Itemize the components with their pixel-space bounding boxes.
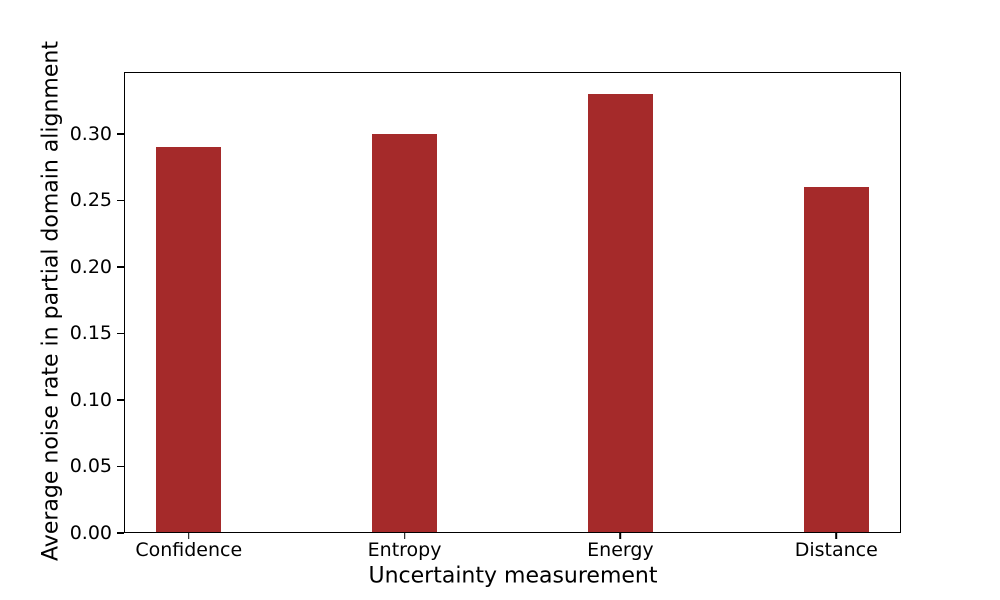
y-tick-mark <box>117 133 124 135</box>
x-tick-label: Distance <box>794 539 878 561</box>
y-tick-label: 0.20 <box>69 255 112 278</box>
y-tick-mark <box>117 266 124 268</box>
bar-distance <box>803 187 869 533</box>
x-axis-label: Uncertainty measurement <box>368 563 658 589</box>
plot-area <box>124 72 901 533</box>
x-tick-mark <box>403 533 406 539</box>
y-tick-label: 0.15 <box>69 322 112 345</box>
x-tick-mark <box>835 533 838 539</box>
x-tick-label: Energy <box>587 539 654 561</box>
x-tick-label: Confidence <box>135 539 243 561</box>
y-tick-label: 0.30 <box>69 122 112 145</box>
y-axis-label: Average noise rate in partial domain ali… <box>38 41 64 561</box>
y-tick-mark <box>117 532 124 534</box>
y-tick-label: 0.05 <box>69 455 112 478</box>
bar-entropy <box>372 133 437 533</box>
y-tick-label: 0.00 <box>69 522 112 544</box>
x-tick-mark <box>619 533 622 539</box>
y-tick-label: 0.25 <box>69 189 112 212</box>
y-tick-mark <box>117 465 124 468</box>
x-tick-mark <box>187 533 190 539</box>
bar-energy <box>588 93 653 533</box>
y-tick-mark <box>117 332 124 335</box>
y-tick-label: 0.10 <box>69 388 112 411</box>
y-tick-mark <box>117 399 124 401</box>
bar-confidence <box>156 147 222 533</box>
y-tick-mark <box>117 199 124 202</box>
x-tick-label: Entropy <box>367 539 442 561</box>
